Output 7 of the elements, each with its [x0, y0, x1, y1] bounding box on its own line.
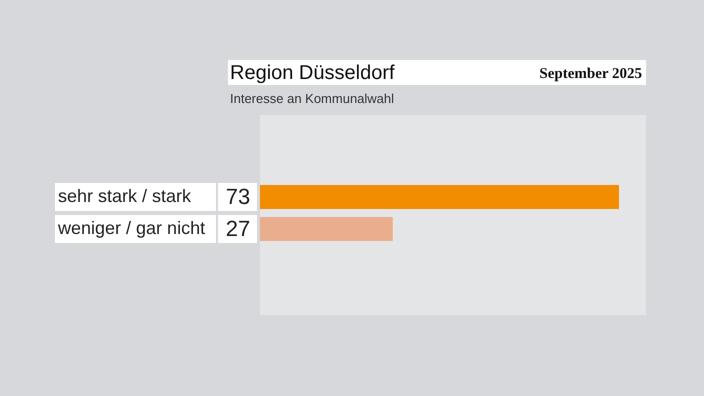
y-tick-label: sehr stark / stark [58, 186, 192, 206]
chart-subtitle: Interesse an Kommunalwahl [230, 91, 394, 106]
chart-title: Region Düsseldorf [230, 62, 395, 84]
data-label: 73 [226, 184, 250, 209]
text: September 2025 [539, 66, 642, 82]
y-tick-label: weniger / gar nicht [57, 218, 206, 238]
data-label: 27 [226, 216, 250, 241]
